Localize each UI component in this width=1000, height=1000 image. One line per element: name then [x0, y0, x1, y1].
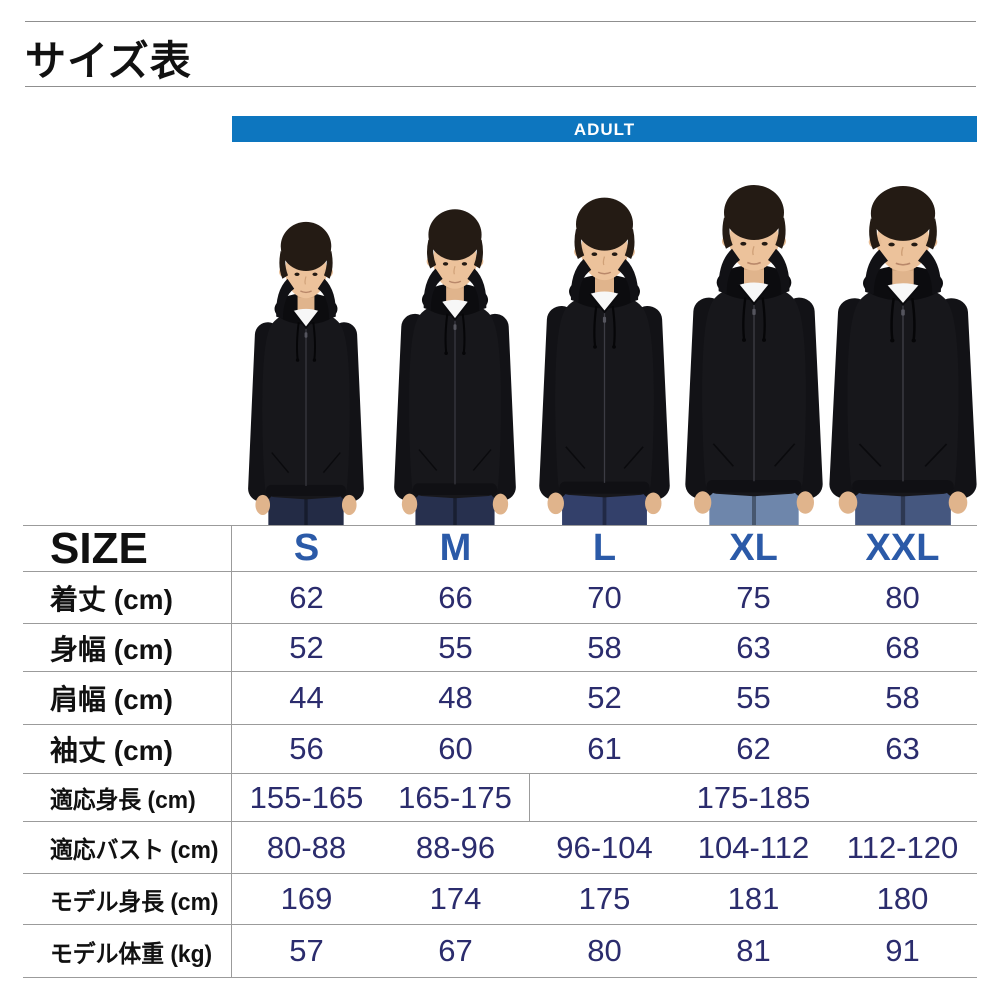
row-label-body-length: 着丈 (cm): [23, 572, 232, 624]
adult-banner: ADULT: [232, 116, 977, 143]
value-cell: 112-120: [828, 822, 977, 874]
value-cell-merged: 175-185: [530, 774, 977, 822]
col-header-l: L: [530, 526, 679, 572]
value-cell: 175: [530, 874, 679, 925]
size-table: SIZE S M L XL XXL 着丈 (cm) 62 66 70 75 80…: [23, 524, 977, 978]
value-cell: 81: [679, 925, 828, 978]
row-label-model-weight: モデル体重 (kg): [23, 925, 232, 978]
value-cell: 55: [381, 624, 530, 672]
value-cell: 63: [679, 624, 828, 672]
model-photo-strip: [232, 142, 977, 525]
value-cell: 104-112: [679, 822, 828, 874]
size-table-header: SIZE: [23, 524, 232, 573]
col-header-m: M: [381, 526, 530, 572]
row-label-shoulder-width: 肩幅 (cm): [23, 672, 232, 725]
value-cell: 67: [381, 925, 530, 978]
top-divider: [25, 21, 976, 22]
value-cell: 58: [530, 624, 679, 672]
page-title: サイズ表: [25, 38, 192, 84]
value-cell: 96-104: [530, 822, 679, 874]
value-cell: 52: [530, 672, 679, 725]
value-cell: 58: [828, 672, 977, 725]
value-cell: 80: [828, 572, 977, 624]
title-divider: [25, 86, 976, 87]
value-cell: 181: [679, 874, 828, 925]
model-photo-xl: [684, 183, 824, 525]
col-header-s: S: [232, 526, 381, 572]
model-photo-xxl: [828, 184, 977, 525]
model-photo-m: [393, 208, 517, 525]
value-cell: 44: [232, 672, 381, 725]
value-cell: 91: [828, 925, 977, 978]
value-cell: 165-175: [381, 774, 530, 822]
value-cell: 169: [232, 874, 381, 925]
value-cell: 57: [232, 925, 381, 978]
value-cell: 60: [381, 725, 530, 774]
value-cell: 75: [679, 572, 828, 624]
value-cell: 174: [381, 874, 530, 925]
value-cell: 180: [828, 874, 977, 925]
row-label-model-height: モデル身長 (cm): [23, 874, 232, 925]
value-cell: 80: [530, 925, 679, 978]
value-cell: 80-88: [232, 822, 381, 874]
value-cell: 68: [828, 624, 977, 672]
row-label-sleeve-length: 袖丈 (cm): [23, 725, 232, 774]
value-cell: 63: [828, 725, 977, 774]
value-cell: 61: [530, 725, 679, 774]
value-cell: 155-165: [232, 774, 381, 822]
value-cell: 55: [679, 672, 828, 725]
adult-banner-label: ADULT: [573, 119, 636, 139]
value-cell: 48: [381, 672, 530, 725]
row-label-body-width: 身幅 (cm): [23, 624, 232, 672]
row-label-fit-height: 適応身長 (cm): [23, 774, 232, 822]
row-label-fit-bust: 適応バスト (cm): [23, 822, 232, 874]
value-cell: 52: [232, 624, 381, 672]
value-cell: 70: [530, 572, 679, 624]
value-cell: 66: [381, 572, 530, 624]
value-cell: 62: [232, 572, 381, 624]
col-header-xl: XL: [679, 526, 828, 572]
model-photo-l: [538, 196, 671, 525]
model-photo-s: [247, 220, 365, 525]
value-cell: 88-96: [381, 822, 530, 874]
value-cell: 56: [232, 725, 381, 774]
col-header-xxl: XXL: [828, 526, 977, 572]
value-cell: 62: [679, 725, 828, 774]
